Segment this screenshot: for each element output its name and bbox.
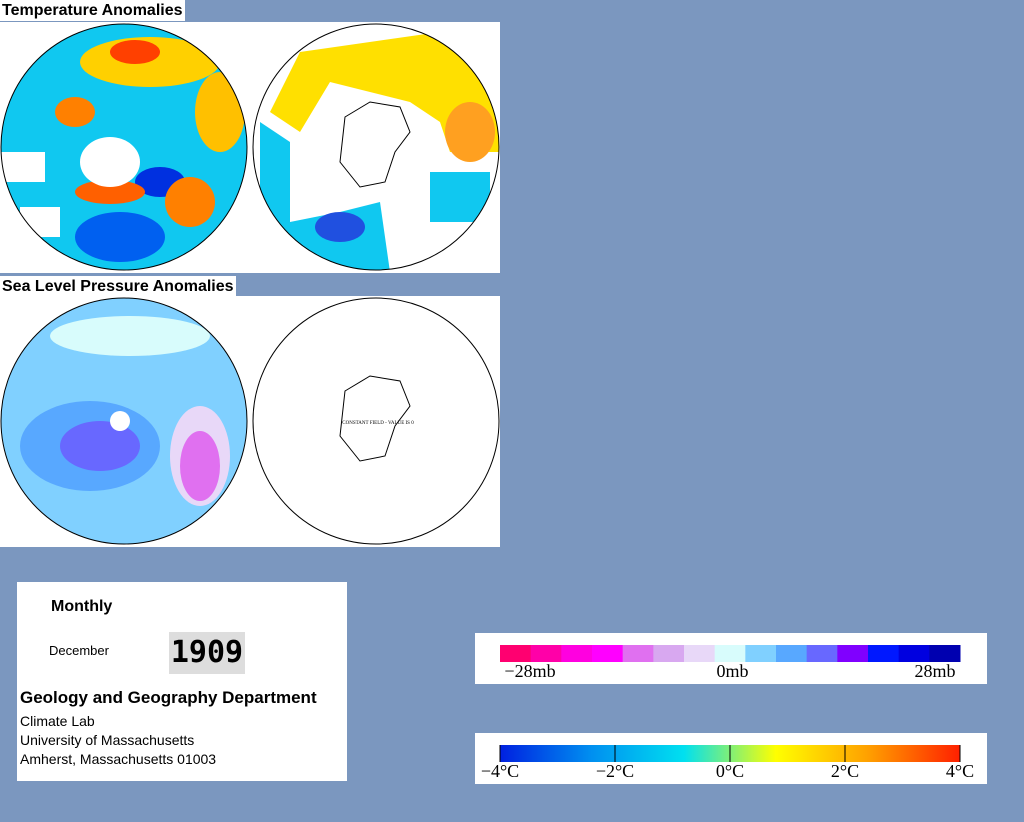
pressure-map-svg: CONSTANT FIELD - VALUE IS 0	[0, 297, 500, 545]
address-line: Amherst, Massachusetts 01003	[20, 751, 217, 767]
month: December	[49, 643, 109, 658]
legend-swatch	[929, 645, 961, 662]
temperature-legend: −4°C −2°C 0°C 2°C 4°C	[475, 733, 987, 784]
legend-swatch	[592, 645, 624, 662]
legend-label: −4°C	[481, 761, 519, 781]
legend-label: 4°C	[946, 761, 974, 781]
legend-label: −2°C	[596, 761, 634, 781]
legend-swatch	[714, 645, 746, 662]
address-line: University of Massachusetts	[20, 732, 195, 748]
department: Geology and Geography Department	[20, 688, 317, 707]
temperature-title: Temperature Anomalies	[0, 0, 185, 21]
legend-swatch	[745, 645, 777, 662]
pressure-maps: CONSTANT FIELD - VALUE IS 0	[0, 296, 500, 547]
address: Climate Lab University of Massachusetts …	[20, 712, 216, 769]
legend-label: −28mb	[504, 661, 555, 681]
legend-swatch	[622, 645, 654, 662]
legend-swatch	[868, 645, 900, 662]
year: 1909	[169, 632, 245, 674]
legend-swatch	[776, 645, 808, 662]
legend-swatch	[684, 645, 716, 662]
address-line: Climate Lab	[20, 713, 95, 729]
pressure-title: Sea Level Pressure Anomalies	[0, 276, 236, 297]
legend-label: 0mb	[716, 661, 748, 681]
constant-field-note: CONSTANT FIELD - VALUE IS 0	[342, 421, 414, 426]
legend-label: 2°C	[831, 761, 859, 781]
period: Monthly	[51, 598, 113, 615]
legend-label: 28mb	[914, 661, 955, 681]
pressure-legend: −28mb 0mb 28mb	[475, 633, 987, 684]
legend-swatch	[837, 645, 869, 662]
legend-swatch	[806, 645, 838, 662]
legend-swatch	[898, 645, 930, 662]
legend-swatch	[561, 645, 593, 662]
legend-swatch	[653, 645, 685, 662]
temperature-map-svg	[0, 23, 500, 271]
legend-swatch	[530, 645, 562, 662]
legend-label: 0°C	[716, 761, 744, 781]
temperature-maps	[0, 22, 500, 273]
legend-swatch	[500, 645, 532, 662]
info-box: Monthly December 1909 Geology and Geogra…	[17, 582, 347, 781]
